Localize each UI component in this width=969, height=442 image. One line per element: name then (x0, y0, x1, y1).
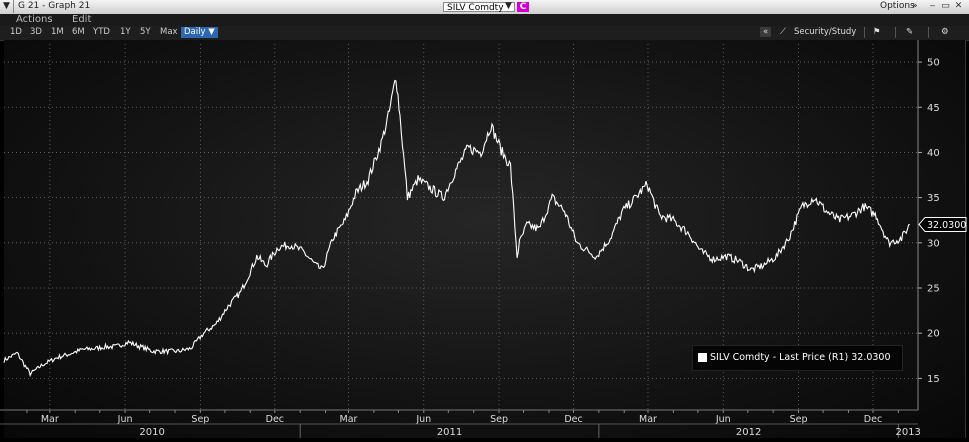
x-tick-label: Mar (340, 414, 358, 425)
toolbar-divider (928, 27, 929, 38)
y-tick-label: 30 (927, 238, 940, 249)
price-series-line (3, 79, 910, 378)
c-badge[interactable]: C (517, 2, 529, 12)
x-tick-label: Dec (564, 414, 582, 425)
window-menu-icon[interactable]: ▼ (3, 1, 10, 11)
period-6m[interactable]: 6M (72, 27, 85, 37)
legend-swatch (698, 353, 707, 362)
minimize-icon[interactable]: ‒ (929, 1, 936, 11)
period-ytd[interactable]: YTD (93, 27, 110, 37)
period-1y[interactable]: 1Y (120, 27, 131, 37)
y-tick-label: 45 (927, 103, 940, 114)
window-title: G 21 - Graph 21 (18, 1, 91, 11)
x-tick-label: Sep (790, 414, 808, 425)
x-tick-label: Mar (41, 414, 59, 425)
y-tick-label: 20 (927, 329, 940, 340)
restore-icon[interactable]: ▭ (941, 1, 950, 11)
year-label: 2011 (437, 427, 462, 438)
x-tick-label: Sep (191, 414, 209, 425)
y-axis: 50 45 40 35 30 25 20 15 (917, 40, 940, 410)
chart-toolbar: 1D 3D 1M 6M YTD 1Y 5Y Max Daily ▼ « ⟋ Se… (0, 26, 969, 41)
security-dropdown-icon[interactable]: ▼ (505, 1, 512, 11)
close-icon[interactable]: ✕ (954, 1, 963, 11)
y-tick-label: 40 (927, 148, 940, 159)
period-3d[interactable]: 3D (30, 27, 42, 37)
x-tick-label: Jun (715, 414, 731, 425)
last-price-label: 32.0300 (927, 220, 966, 231)
flag-icon[interactable]: ⚑ (873, 27, 881, 37)
y-tick-label: 50 (927, 58, 940, 69)
chart-legend: SILV Comdty - Last Price (R1) 32.0300 (692, 345, 903, 371)
x-tick-label: Mar (639, 414, 657, 425)
x-tick-label: Jun (415, 414, 431, 425)
y-tick-label: 35 (927, 193, 940, 204)
security-study-button[interactable]: Security/Study (794, 27, 857, 37)
y-tick-label: 15 (927, 374, 940, 385)
legend-text: SILV Comdty - Last Price (R1) 32.0300 (710, 352, 891, 363)
chart-area[interactable] (4, 40, 966, 438)
x-tick-label: Dec (266, 414, 284, 425)
title-divider (13, 0, 14, 13)
x-axis: Mar Jun Sep Dec Mar Jun Sep Dec Mar Jun Sep Dec 2010… (0, 409, 921, 438)
year-label: 2013 (895, 427, 920, 438)
period-5y[interactable]: 5Y (140, 27, 151, 37)
collapse-button[interactable]: « (760, 27, 772, 37)
menu-bar: Actions Edit (0, 14, 969, 26)
x-tick-label: Sep (490, 414, 508, 425)
last-price-tag: 32.0300 (918, 216, 967, 232)
year-label: 2012 (736, 427, 761, 438)
x-tick-label: Jun (117, 414, 133, 425)
toolbar-divider (864, 27, 865, 38)
menu-edit[interactable]: Edit (72, 14, 92, 25)
y-tick-label: 25 (927, 284, 940, 295)
last-price-box (918, 216, 967, 232)
period-max[interactable]: Max (160, 27, 178, 37)
frequency-dropdown[interactable]: Daily ▼ (181, 27, 218, 38)
gear-icon[interactable]: ⚙ (941, 27, 949, 37)
x-tick-label: Dec (864, 414, 882, 425)
period-1m[interactable]: 1M (51, 27, 64, 37)
toolbar-divider (895, 27, 896, 38)
grid-lines (4, 44, 918, 410)
menu-actions[interactable]: Actions (16, 14, 53, 25)
options-menu[interactable]: Options (880, 1, 915, 11)
year-label: 2010 (139, 427, 164, 438)
pencil-icon[interactable]: ✎ (906, 27, 914, 37)
security-field[interactable]: SILV Comdty (443, 2, 515, 13)
double-chevron-up-icon[interactable]: » (912, 1, 918, 11)
chart-line-icon[interactable]: ⟋ (780, 27, 786, 37)
period-1d[interactable]: 1D (10, 27, 22, 37)
